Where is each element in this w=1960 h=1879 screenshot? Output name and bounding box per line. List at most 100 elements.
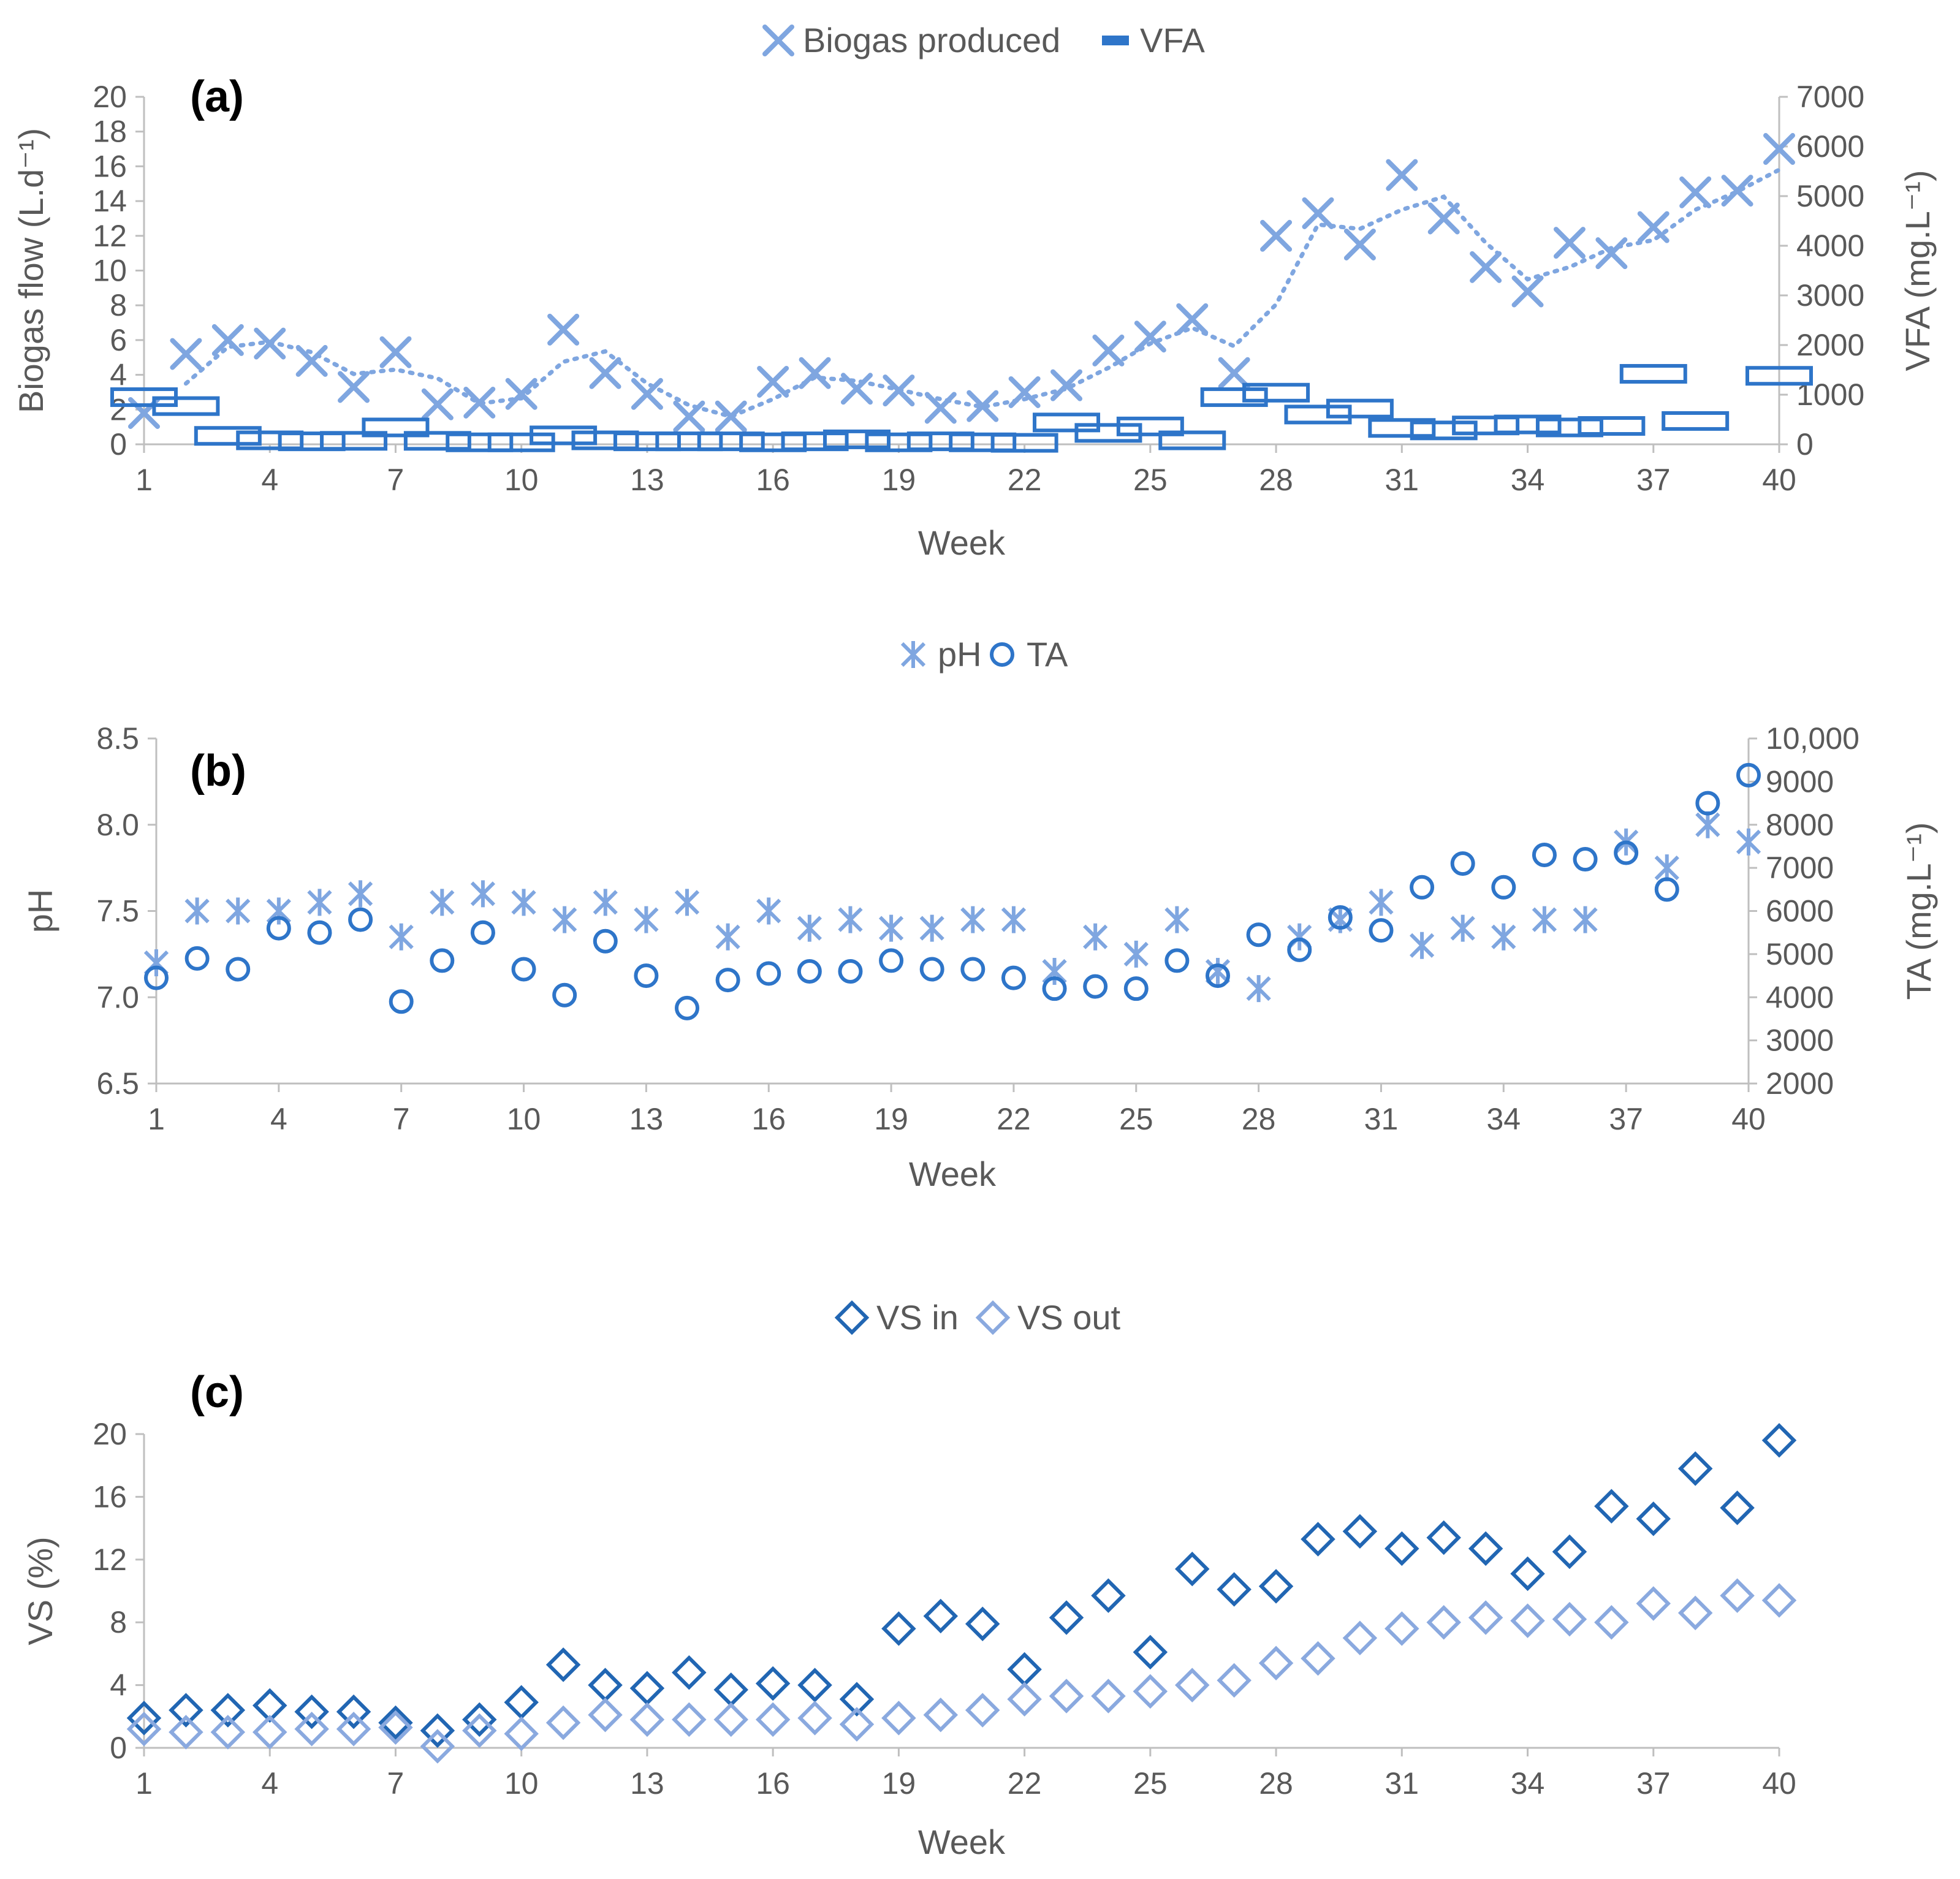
data-point-vfa [1745,366,1813,386]
data-point-vfa [571,430,639,450]
data-point-vs-out [1426,1604,1461,1640]
data-point-vfa [1200,387,1268,408]
data-point-biogas-produced [1343,228,1376,260]
data-point-vs-in [545,1647,581,1682]
data-point-vs-in [881,1611,916,1646]
x-tick-label: 31 [1385,463,1419,497]
data-point-ph [1491,923,1516,951]
data-point-vs-in [965,1606,1000,1642]
x-tick-label: 4 [261,1766,278,1801]
data-point-vs-in [588,1668,623,1702]
data-point-vfa [906,431,974,452]
data-point-vs-in [504,1685,539,1720]
y-tick-label: 16 [93,149,127,183]
x-tick-label: 13 [630,1766,664,1801]
data-point-vs-out [1342,1620,1378,1656]
y2-tick-label: 2000 [1766,1066,1834,1101]
data-point-biogas-produced [757,365,789,398]
data-point-ph [1001,906,1027,933]
x-tick-label: 4 [261,463,278,497]
data-point-vs-out [1677,1595,1713,1631]
x-tick-label: 34 [1511,463,1545,497]
y2-tick-label: 6000 [1796,129,1864,164]
data-point-vs-out [210,1715,246,1750]
data-point-biogas-produced [1721,175,1753,207]
legend-marker [900,641,926,668]
data-point-vfa [1662,411,1730,431]
panel-label: (b) [190,746,246,795]
x-axis-title: Week [918,523,1006,562]
y2-tick-label: 3000 [1766,1023,1834,1058]
data-point-vs-out [965,1693,1000,1728]
legend-label: TA [1027,635,1068,674]
x-tick-label: 22 [997,1102,1031,1136]
data-point-vs-in [1468,1531,1503,1566]
data-point-vfa [1535,417,1603,438]
data-point-ta [1001,965,1026,990]
data-point-vs-out [336,1712,371,1747]
data-point-biogas-produced [1637,211,1669,243]
data-point-ph [1123,940,1149,968]
y-tick-label: 8 [110,288,127,322]
data-point-vs-in [252,1688,287,1723]
legend-marker [762,25,794,56]
y2-tick-label: 0 [1796,427,1814,461]
x-axis-title: Week [918,1823,1006,1861]
data-point-vs-out [1133,1674,1168,1709]
x-tick-label: 16 [756,463,790,497]
x-tick-label: 19 [882,1766,916,1801]
y2-tick-label: 7000 [1766,851,1834,885]
data-point-ta [1491,875,1516,900]
y-tick-label: 8.5 [96,721,139,756]
data-point-vs-in [126,1701,162,1736]
data-point-biogas-produced [421,388,454,420]
data-point-ph [1654,854,1679,882]
legend-marker [834,1300,870,1335]
data-point-vfa [446,432,514,452]
x-tick-label: 31 [1364,1102,1399,1136]
data-point-ph [1042,958,1067,985]
x-tick-label: 19 [874,1102,908,1136]
data-point-vs-out [1217,1663,1252,1698]
data-point-vs-out [1552,1601,1587,1637]
data-point-vs-out [504,1716,539,1752]
data-point-vfa [1158,430,1226,450]
data-point-vfa [1326,398,1394,419]
data-point-vs-out [420,1729,455,1764]
data-point-biogas-produced [1008,376,1041,408]
data-point-biogas-produced [1763,133,1795,165]
y-tick-label: 12 [93,219,127,253]
data-point-vs-in [336,1694,371,1729]
data-point-biogas-produced [1260,219,1293,252]
y-tick-label: 8 [110,1605,127,1639]
data-point-ph [1736,828,1761,856]
data-point-ph [511,889,536,916]
data-point-ta [1695,791,1720,816]
y2-tick-label: 9000 [1766,764,1834,799]
data-point-vs-in [1510,1556,1545,1592]
data-point-vs-in [1342,1514,1378,1549]
data-point-vs-out [923,1697,959,1733]
legend-label: pH [938,635,982,674]
data-point-vs-in [1720,1490,1755,1525]
data-point-vs-in [1385,1531,1419,1566]
y-tick-label: 0 [110,1731,127,1765]
data-point-vfa [1494,414,1562,435]
data-point-ta [675,995,699,1020]
y-axis-title: VS (%) [21,1536,59,1645]
x-tick-label: 37 [1636,463,1671,497]
data-point-vfa [320,431,388,451]
data-point-biogas-produced [211,324,244,356]
y2-tick-label: 10,000 [1766,721,1859,756]
data-point-ph [552,906,577,933]
y-tick-label: 16 [93,1479,127,1514]
data-point-vs-in [1007,1652,1042,1687]
y2-axis-title: TA (mg.L⁻¹) [1899,822,1938,1000]
x-tick-label: 22 [1008,463,1042,497]
data-point-ph [1409,932,1435,959]
data-point-biogas-produced [1092,334,1125,366]
data-point-biogas-produced [1134,321,1166,353]
data-point-ta [1654,877,1679,902]
data-point-ta [1573,847,1598,872]
x-tick-label: 7 [387,1766,405,1801]
